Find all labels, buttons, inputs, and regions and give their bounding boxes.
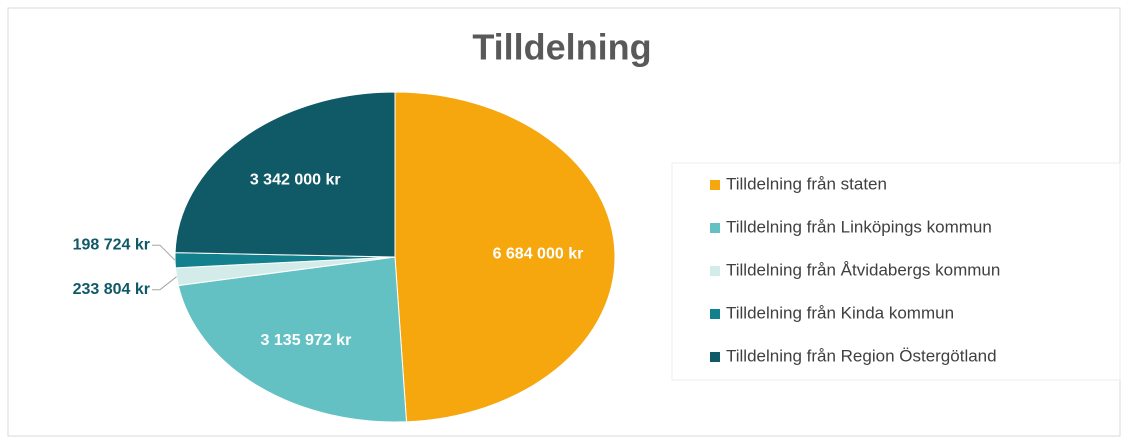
legend-swatch <box>710 352 720 362</box>
data-label: 6 684 000 kr <box>493 245 584 262</box>
leader-line <box>152 244 176 261</box>
data-label: 233 804 kr <box>73 281 150 298</box>
pie-slice <box>177 256 408 423</box>
legend-swatch <box>710 223 720 233</box>
leader-line <box>152 276 177 291</box>
legend-label: Tilldelning från staten <box>726 174 887 193</box>
data-label: 3 135 972 kr <box>261 332 352 349</box>
pie-slice <box>174 91 396 258</box>
legend-swatch <box>710 309 720 319</box>
legend-swatch <box>710 180 720 190</box>
legend-label: Tilldelning från Region Östergötland <box>726 346 997 365</box>
chart-title: Tilldelning <box>472 27 651 68</box>
legend-label: Tilldelning från Linköpings kommun <box>726 217 992 236</box>
legend-box <box>671 162 1121 381</box>
legend-label: Tilldelning från Åtvidabergs kommun <box>726 260 1000 279</box>
data-label: 198 724 kr <box>73 236 150 253</box>
pie-slice <box>394 91 616 423</box>
legend-swatch <box>710 266 720 276</box>
legend-label: Tilldelning från Kinda kommun <box>726 303 954 322</box>
data-label: 3 342 000 kr <box>250 171 341 188</box>
